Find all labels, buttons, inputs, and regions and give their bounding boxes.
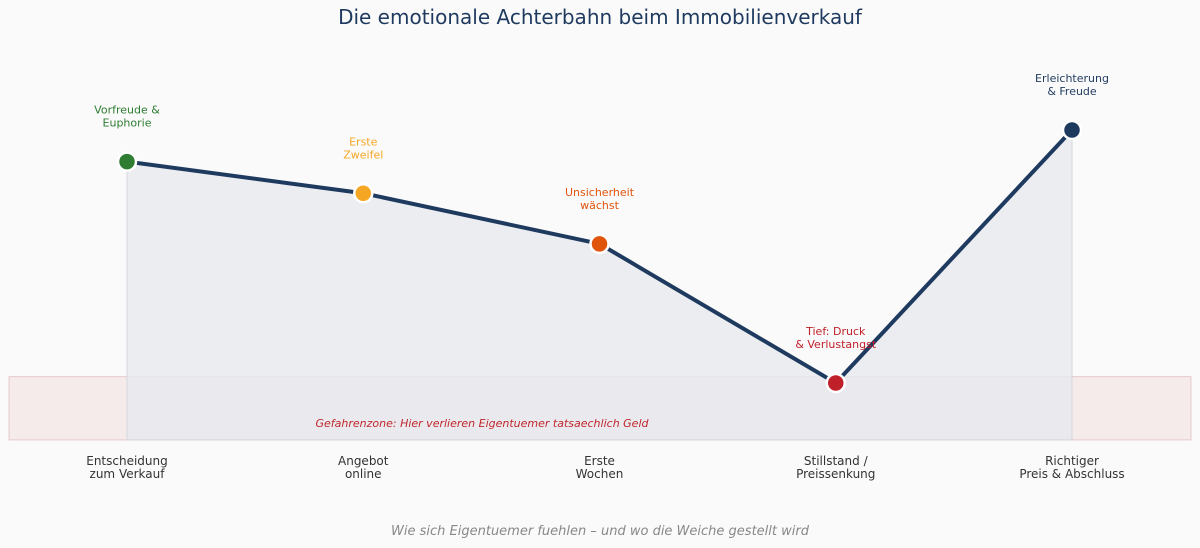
data-point bbox=[589, 233, 610, 255]
category-labels: Entscheidung zum Verkauf Angebot online Erst… bbox=[86, 454, 1124, 481]
category-label: Stillstand / Preissenkung bbox=[796, 454, 875, 481]
category-label: Angebot online bbox=[338, 454, 389, 481]
point-label: Vorfreude & Euphorie bbox=[94, 104, 160, 130]
area-under-line bbox=[126, 128, 1073, 441]
chart-title: Die emotionale Achterbahn beim Immobilie… bbox=[338, 5, 863, 29]
data-point bbox=[825, 372, 846, 394]
points-group: Vorfreude & Euphorie Erste Zweifel Unsicherh… bbox=[94, 72, 1109, 394]
point-label: Erste Zweifel bbox=[343, 135, 383, 161]
chart-subtitle: Wie sich Eigentuemer fuehlen – und wo di… bbox=[391, 524, 810, 539]
point-label: Erleichterung & Freude bbox=[1035, 72, 1109, 98]
data-point bbox=[1061, 119, 1083, 141]
danger-zone-label: Gefahrenzone: Hier verlieren Eigentuemer… bbox=[315, 417, 649, 430]
category-label: Richtiger Preis & Abschluss bbox=[1019, 454, 1124, 481]
data-point bbox=[116, 151, 138, 172]
point-label: Tief: Druck & Verlustangst bbox=[795, 325, 877, 351]
category-label: Erste Wochen bbox=[576, 454, 624, 481]
data-point bbox=[353, 183, 374, 204]
point-label: Unsicherheit wächst bbox=[565, 186, 635, 212]
category-label: Entscheidung zum Verkauf bbox=[86, 454, 168, 481]
